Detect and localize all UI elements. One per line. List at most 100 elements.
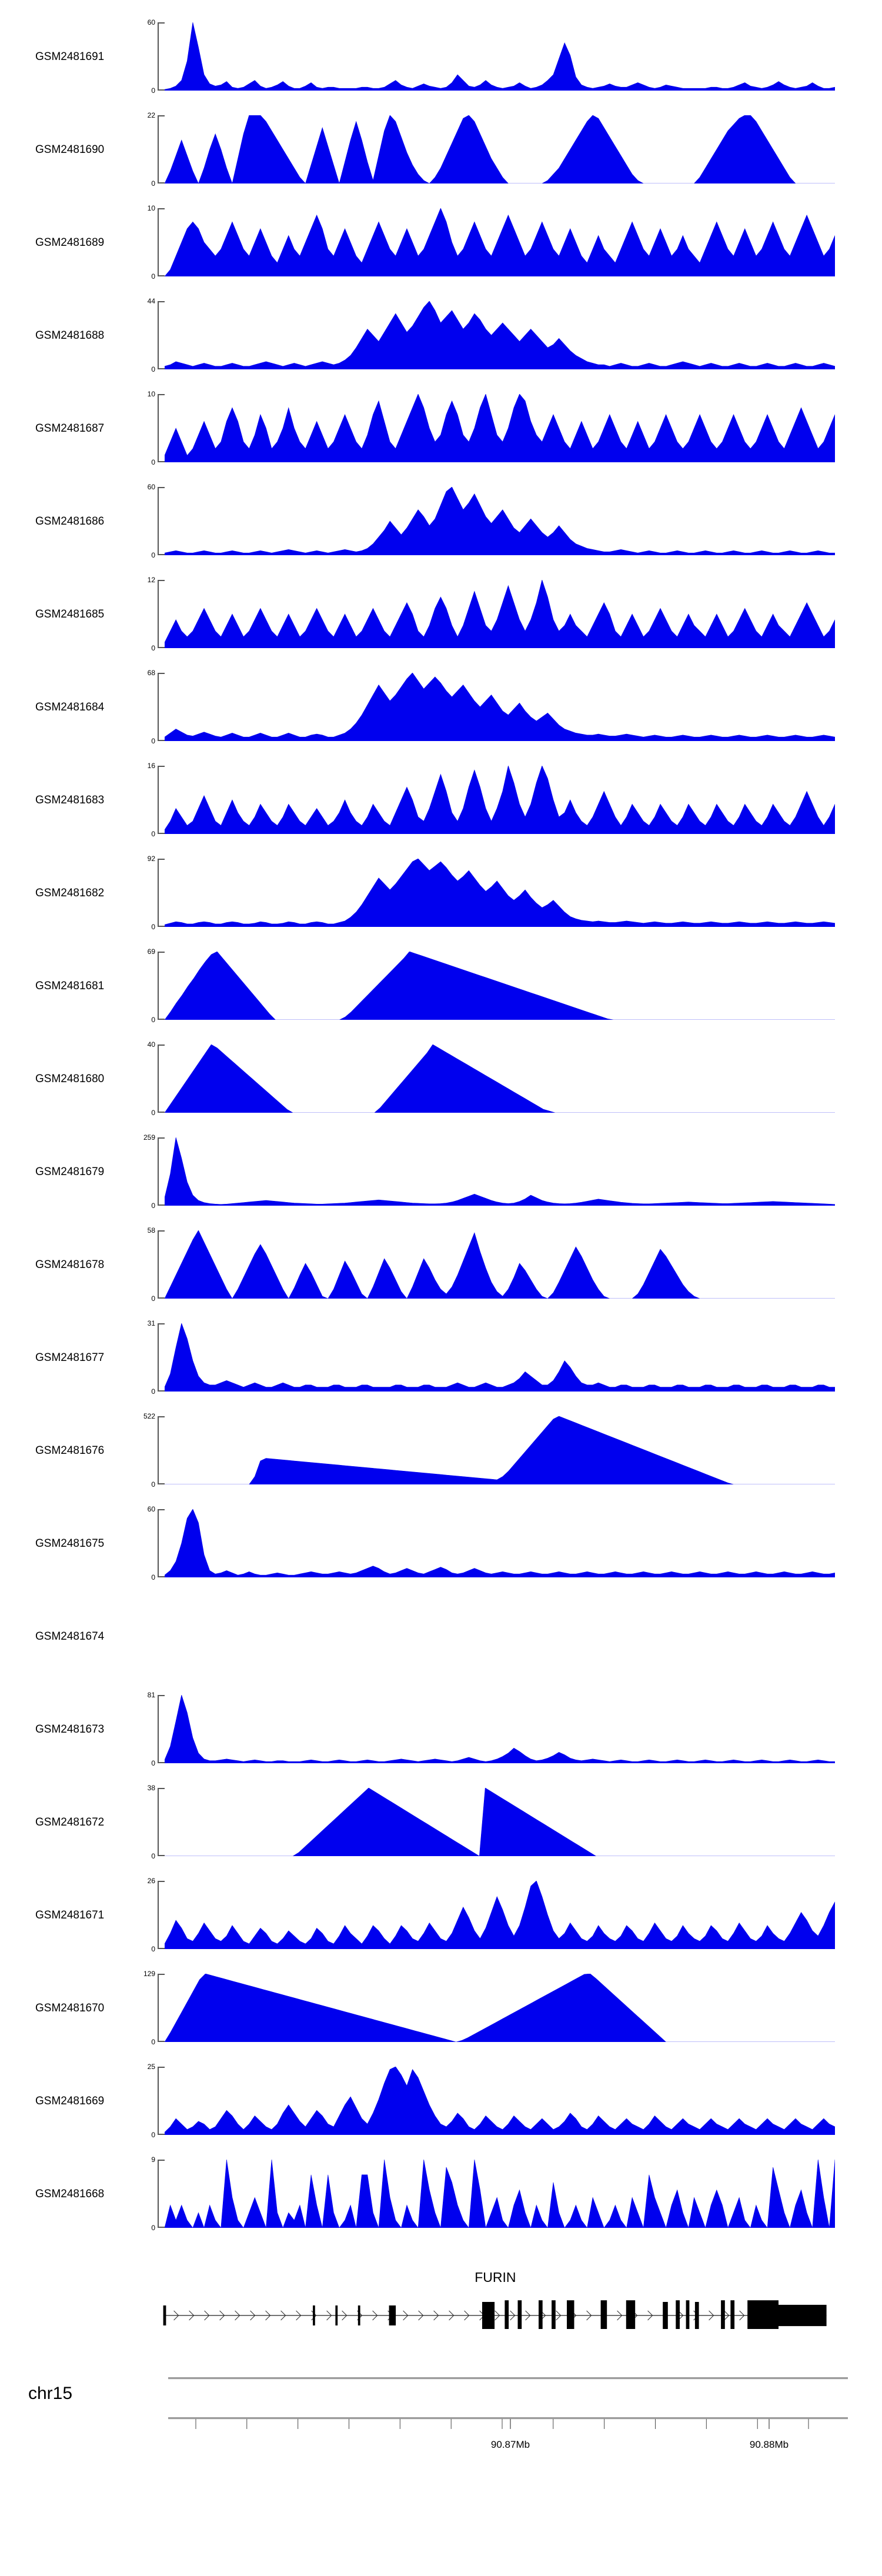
y-axis-max-label: 259: [143, 1133, 155, 1142]
track-sample-label: GSM2481677: [35, 1352, 105, 1364]
track-sample-label: GSM2481679: [35, 1166, 105, 1178]
y-axis-max-label: 9: [151, 2155, 155, 2164]
track-sample-label: GSM2481682: [35, 887, 105, 899]
track-sample-label: GSM2481675: [35, 1537, 105, 1550]
coverage-area-path: [165, 2160, 835, 2228]
strand-arrow: [403, 2310, 409, 2321]
y-axis-max-label: 68: [147, 669, 155, 677]
exon-box: [482, 2302, 495, 2329]
signal-track: GSM2481682 92 0: [0, 855, 882, 952]
track-y-axis: 26 0: [148, 1877, 165, 1953]
strand-arrow: [280, 2310, 286, 2321]
coverage-area-plot: [165, 1695, 835, 1763]
track-sample-label: GSM2481671: [35, 1909, 105, 1921]
coverage-area-plot: [165, 766, 835, 834]
coverage-area-path: [165, 115, 835, 183]
y-axis-max-label: 40: [147, 1040, 155, 1049]
strand-arrow: [525, 2310, 531, 2321]
strand-arrow: [510, 2310, 516, 2321]
strand-arrow: [433, 2310, 439, 2321]
signal-track: GSM2481687 10 0: [0, 391, 882, 487]
coverage-area-plot: [165, 673, 835, 741]
track-plot-area: 259 0: [143, 1134, 835, 1209]
track-y-axis: 12 0: [148, 576, 165, 652]
track-sample-label: GSM2481674: [35, 1630, 105, 1643]
signal-track: GSM2481668 9 0: [0, 2156, 882, 2253]
y-axis-min-label: 0: [151, 2224, 155, 2232]
track-plot-area: 60 0: [148, 19, 835, 94]
y-axis-max-label: 22: [147, 111, 155, 119]
strand-arrow: [372, 2310, 378, 2321]
y-axis-min-label: 0: [151, 644, 155, 652]
coverage-area-plot: [165, 859, 835, 927]
strand-arrow: [495, 2310, 500, 2321]
signal-track: GSM2481691 60 0: [0, 19, 882, 115]
strand-arrow: [173, 2310, 179, 2321]
exon-box: [567, 2300, 574, 2329]
y-axis-min-label: 0: [151, 1109, 155, 1117]
coverage-area-plot: [165, 952, 835, 1020]
axis-bar: [168, 2417, 848, 2420]
coverage-area-plot: [165, 1230, 835, 1299]
track-y-axis: 68 0: [148, 669, 165, 745]
coverage-area-path: [165, 208, 835, 276]
y-axis-min-label: 0: [151, 1945, 155, 1953]
track-sample-label: GSM2481673: [35, 1723, 105, 1736]
exon-box: [539, 2300, 543, 2329]
track-plot-area: 10 0: [148, 205, 835, 280]
coverage-area-plot: [165, 1045, 835, 1113]
strand-arrow: [250, 2310, 256, 2321]
coverage-area-path: [165, 766, 835, 834]
coverage-area-plot: [165, 394, 835, 462]
y-axis-max-label: 12: [147, 576, 155, 584]
track-plot-area: 26 0: [148, 1877, 835, 1953]
exon-box: [694, 2302, 699, 2329]
track-plot-area: 12 0: [148, 576, 835, 652]
track-y-axis: 25 0: [148, 2063, 165, 2138]
track-plot-area: 81 0: [148, 1691, 835, 1767]
y-axis-min-label: 0: [151, 1294, 155, 1303]
y-axis-max-label: 92: [147, 855, 155, 863]
strand-arrow: [739, 2310, 745, 2321]
strand-arrow: [556, 2310, 562, 2321]
y-axis-min-label: 0: [151, 458, 155, 466]
y-axis-max-label: 129: [143, 1970, 155, 1978]
track-sample-label: GSM2481680: [35, 1073, 105, 1085]
coverage-area-path: [165, 859, 835, 927]
track-sample-label: GSM2481685: [35, 608, 105, 620]
coverage-area-path: [165, 1230, 835, 1299]
coverage-area-plot: [165, 1416, 835, 1484]
signal-track: GSM2481677 31 0: [0, 1320, 882, 1416]
coverage-area-path: [165, 1695, 835, 1763]
track-sample-label: GSM2481668: [35, 2188, 105, 2200]
y-axis-max-label: 25: [147, 2063, 155, 2071]
coverage-area-plot: [165, 2160, 835, 2228]
track-plot-area: 60 0: [148, 1506, 835, 1581]
coverage-area-plot: [165, 1137, 835, 1206]
track-sample-label: GSM2481681: [35, 980, 105, 992]
track-sample-label: GSM2481672: [35, 1816, 105, 1828]
coverage-area-path: [165, 1974, 835, 2042]
coverage-area-plot: [165, 1881, 835, 1949]
exon-box: [721, 2300, 725, 2329]
strand-arrow: [617, 2310, 623, 2321]
signal-track: GSM2481690 22 0: [0, 111, 882, 208]
coverage-area-plot: [165, 1788, 835, 1856]
signal-track: GSM2481681 69 0: [0, 948, 882, 1045]
axis-tick-label: 90.87Mb: [490, 2439, 530, 2450]
strand-arrow: [586, 2310, 592, 2321]
track-y-axis: 10 0: [148, 391, 165, 466]
track-y-axis: 58 0: [148, 1227, 165, 1302]
exon-box: [676, 2300, 680, 2329]
exon-box: [358, 2305, 360, 2325]
track-plot-area: 129 0: [143, 1970, 835, 2046]
track-plot-area: 69 0: [148, 948, 835, 1023]
coverage-area-path: [165, 1137, 835, 1206]
y-axis-max-label: 16: [147, 762, 155, 770]
coordinate-axis: 90.87Mb 90.88Mb: [158, 2353, 858, 2458]
strand-arrow: [418, 2310, 424, 2321]
strand-arrow: [189, 2310, 195, 2321]
exon-box: [505, 2300, 509, 2329]
track-sample-label: GSM2481670: [35, 2002, 105, 2014]
exon-box: [163, 2305, 166, 2325]
